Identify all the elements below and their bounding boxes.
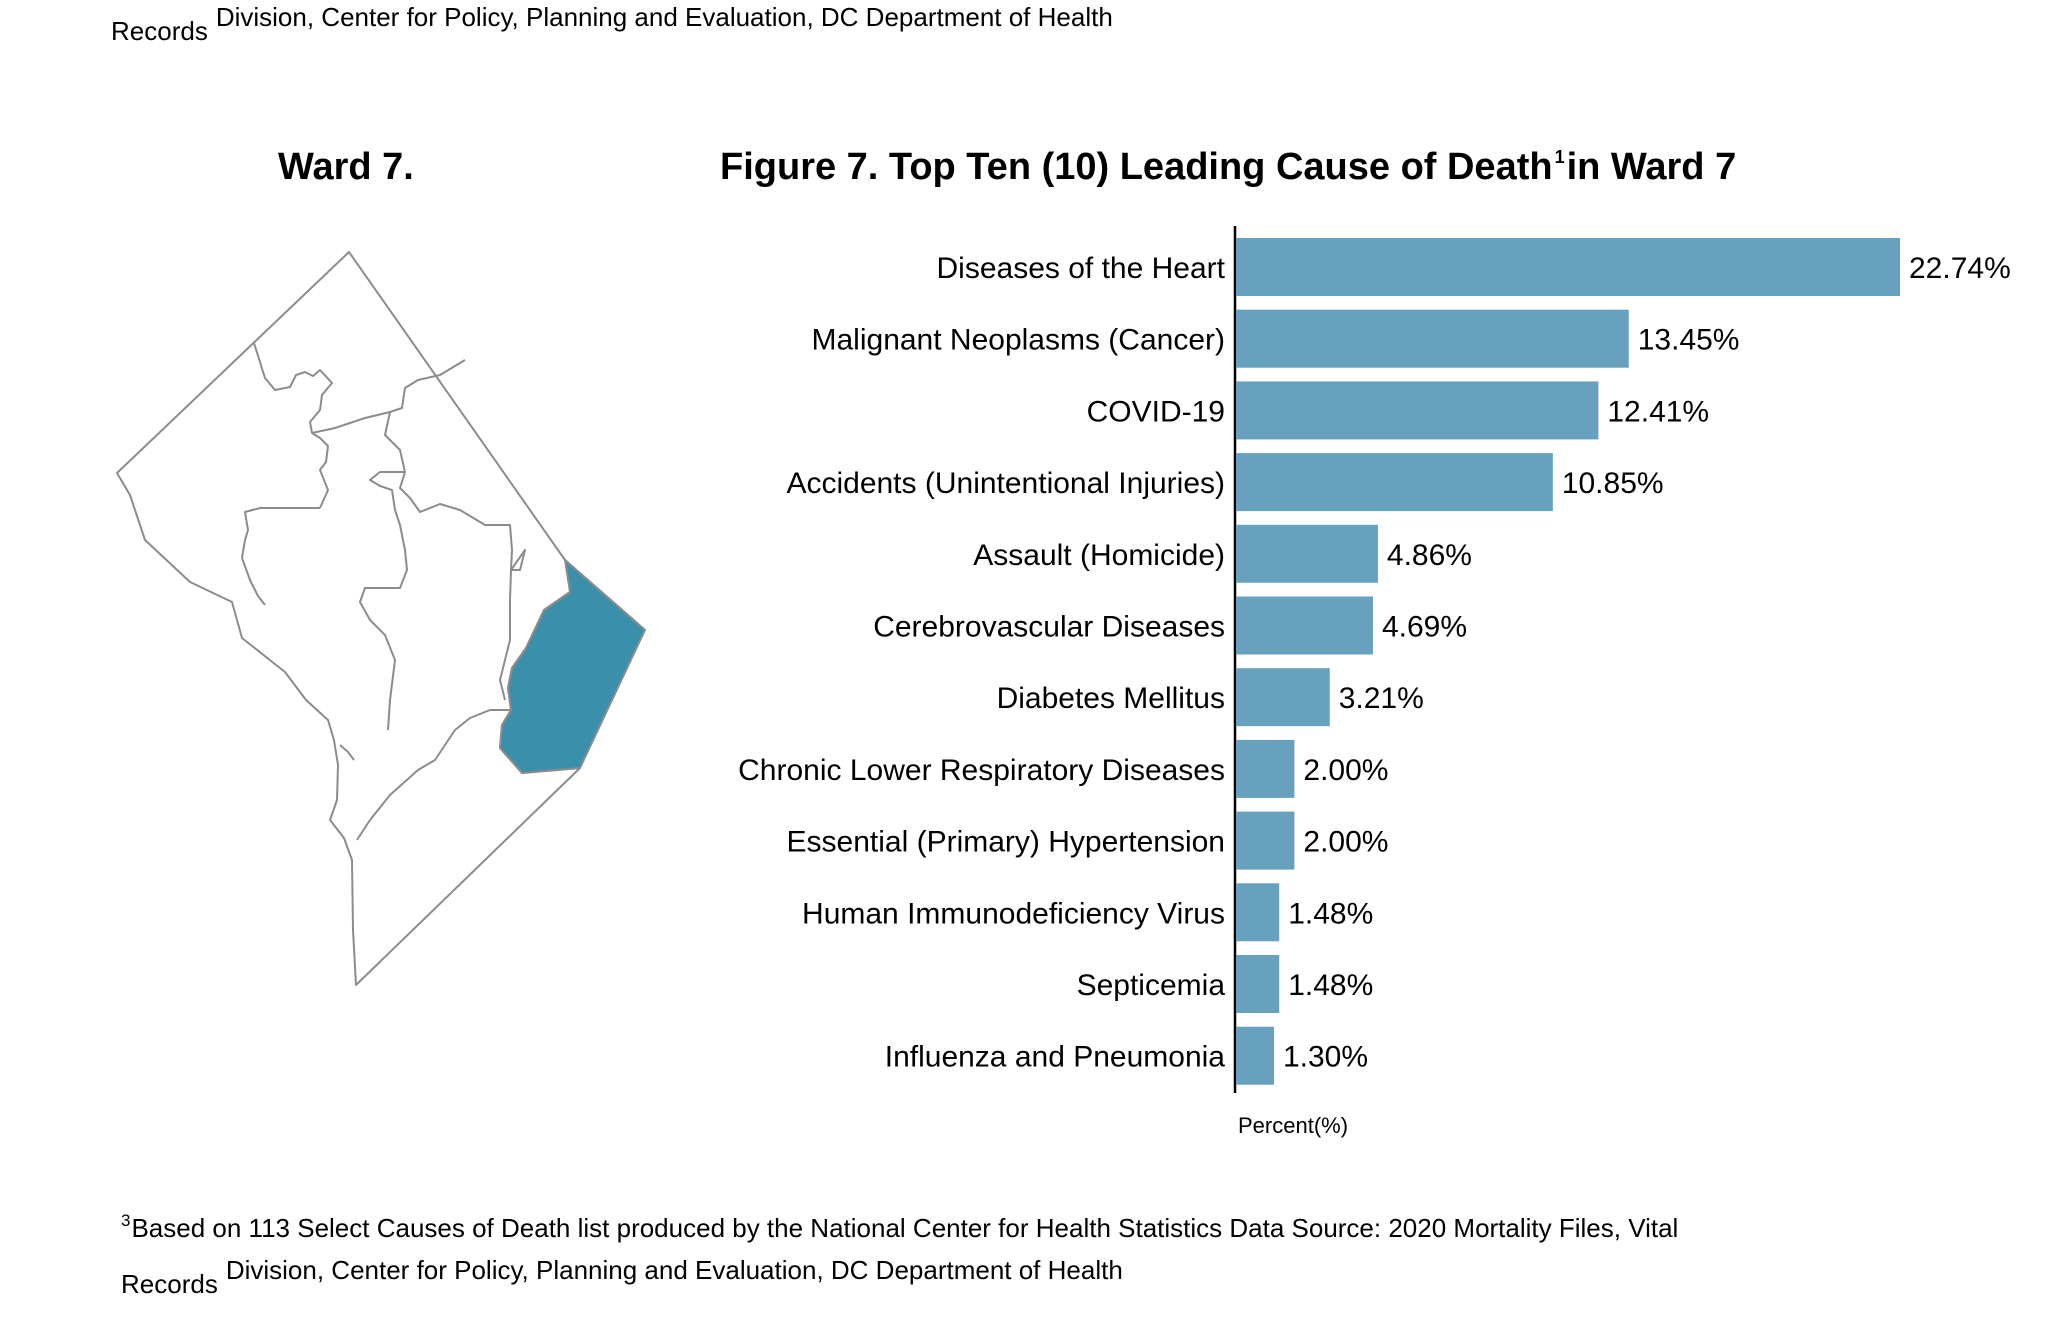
figure-title-superscript: 1 <box>1554 147 1565 167</box>
records-word: Records <box>111 16 208 46</box>
ward-boundary <box>241 507 320 606</box>
bar <box>1236 596 1373 655</box>
figure-title-suffix: in Ward 7 <box>1566 146 1737 188</box>
category-label: Diabetes Mellitus <box>997 682 1225 715</box>
bar <box>1236 1026 1274 1085</box>
data-label: 10.85% <box>1562 467 1664 500</box>
footnote-text-2: Division, Center for Policy, Planning an… <box>225 1255 1123 1285</box>
category-label: Septicemia <box>1077 969 1226 1002</box>
data-label: 1.30% <box>1283 1041 1368 1074</box>
bar <box>1236 739 1295 798</box>
category-label: Assault (Homicide) <box>973 539 1225 572</box>
data-label: 22.74% <box>1909 252 2011 285</box>
category-label: Chronic Lower Respiratory Diseases <box>738 754 1225 787</box>
bar <box>1236 883 1280 942</box>
footnote-marker: 3 <box>121 1211 131 1230</box>
data-label: 2.00% <box>1303 754 1388 787</box>
data-label: 4.69% <box>1382 611 1467 644</box>
ward-boundary <box>356 709 511 841</box>
ward-boundary <box>339 744 355 761</box>
bar <box>1236 381 1599 440</box>
category-label: Diseases of the Heart <box>937 252 1226 285</box>
category-label: Cerebrovascular Diseases <box>873 611 1225 644</box>
data-label: 3.21% <box>1339 682 1424 715</box>
category-label: Essential (Primary) Hypertension <box>787 826 1225 859</box>
source-text: Division, Center for Policy, Planning an… <box>215 2 1113 32</box>
data-label: 2.00% <box>1303 826 1388 859</box>
figure-title: Figure 7. Top Ten (10) Leading Cause of … <box>720 146 1736 189</box>
ward-title: Ward 7. <box>278 146 414 188</box>
bar <box>1236 668 1330 727</box>
ward-boundary <box>384 411 513 571</box>
ward-boundary <box>359 471 408 731</box>
bar <box>1236 955 1280 1013</box>
ward-boundary <box>311 359 466 434</box>
bar <box>1236 524 1378 583</box>
category-label: COVID-19 <box>1087 395 1225 428</box>
ward-boundary <box>253 342 333 509</box>
data-label: 12.41% <box>1607 395 1709 428</box>
category-label: Influenza and Pneumonia <box>885 1041 1226 1074</box>
footnote-line-1: 3Based on 113 Select Causes of Death lis… <box>121 1211 1679 1244</box>
bar <box>1236 811 1295 870</box>
data-label: 4.86% <box>1387 539 1472 572</box>
figure-title-text: Figure 7. Top Ten (10) Leading Cause of … <box>720 146 1553 188</box>
data-label: 1.48% <box>1288 969 1373 1002</box>
data-label: 1.48% <box>1288 897 1373 930</box>
footnote-text-1: Based on 113 Select Causes of Death list… <box>131 1213 1679 1243</box>
footnote-line-2: Records Division, Center for Policy, Plan… <box>121 1255 1123 1299</box>
bar <box>1236 238 1900 296</box>
ward-boundary <box>499 569 512 701</box>
ward-boundary <box>510 549 526 571</box>
bar <box>1236 453 1553 512</box>
bar <box>1236 309 1629 368</box>
category-label: Malignant Neoplasms (Cancer) <box>812 324 1226 357</box>
category-label: Human Immunodeficiency Virus <box>802 897 1225 930</box>
footnote-records-word: Records <box>121 1269 218 1299</box>
x-axis-label: Percent(%) <box>1238 1113 1348 1138</box>
top-source-line: Records Division, Center for Policy, Plan… <box>111 2 1113 46</box>
category-label: Accidents (Unintentional Injuries) <box>786 467 1225 500</box>
data-label: 13.45% <box>1638 324 1740 357</box>
ward-map <box>116 251 646 986</box>
